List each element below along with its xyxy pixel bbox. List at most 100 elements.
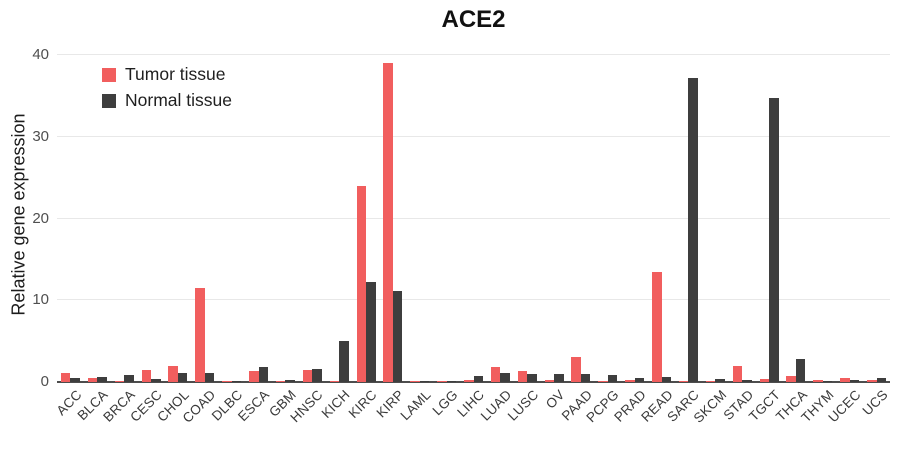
bar-group-stad [732,366,752,382]
bar-group-kich [329,341,349,382]
bar-coad-normal [204,373,215,382]
gridline-20 [57,217,890,219]
bar-group-lusc [517,371,537,382]
bar-laml-tumor [410,381,420,382]
bar-dlbc-normal [231,381,242,382]
bar-thym-normal [822,381,833,382]
legend: Tumor tissue Normal tissue [102,64,232,111]
bar-stad-tumor [732,366,743,382]
bar-group-ov [544,373,564,382]
bar-ov-tumor [544,379,555,382]
bar-prad-tumor [625,379,635,382]
bar-acc-tumor [60,373,71,382]
bar-group-hnsc [302,368,322,382]
gridline-10 [57,299,890,301]
bar-lihc-tumor [464,379,474,382]
bar-chol-normal [177,373,188,382]
normal-swatch-icon [102,93,116,108]
bar-kirp-tumor [383,63,393,382]
legend-item-normal: Normal tissue [102,90,232,111]
bar-kich-normal [339,341,349,382]
plot-area: Tumor tissue Normal tissue 0 10 20 30 40 [32,46,890,390]
bar-cesc-tumor [141,369,152,382]
bar-group-chol [168,365,188,382]
bar-paad-normal [580,374,591,382]
bar-group-ucs [867,378,887,382]
bar-hnsc-normal [312,368,322,382]
bar-ucec-normal [849,379,860,382]
bar-thca-normal [795,359,806,382]
bar-group-read [652,272,672,382]
y-tick-10: 10 [32,291,49,309]
y-tick-20: 20 [32,209,49,227]
bar-group-thym [813,379,833,382]
bar-group-blca [87,376,107,382]
bar-luad-normal [500,373,510,382]
bar-luad-tumor [490,367,501,382]
bar-group-prad [625,378,645,382]
bar-brca-tumor [114,380,125,382]
bar-read-tumor [652,272,662,382]
gridline-30 [57,135,890,137]
bar-skcm-tumor [705,380,716,382]
bar-pcpg-tumor [598,381,608,382]
bar-dlbc-tumor [222,380,232,382]
bar-group-kirp [383,63,403,382]
bar-ucec-tumor [840,377,850,382]
bar-group-acc [60,373,80,382]
gridline-40 [57,54,890,55]
bar-group-pcpg [598,375,618,382]
bar-tgct-tumor [759,378,770,382]
bar-kirc-normal [366,282,376,382]
bar-paad-tumor [571,356,581,382]
bar-acc-normal [70,377,80,382]
bar-thym-tumor [813,379,823,382]
bar-group-paad [571,356,591,382]
x-axis-labels: ACC BLCA BRCA CESC CHOL COAD DLBC ESCA GBM HNSC KI… [53,387,891,426]
bar-prad-normal [634,378,645,382]
legend-label-normal: Normal tissue [125,90,232,110]
bar-stad-normal [742,379,752,382]
bar-lusc-normal [527,373,537,382]
bar-blca-normal [97,376,107,382]
bar-chol-tumor [168,365,178,382]
bar-gbm-tumor [275,381,286,382]
bar-gbm-normal [285,379,295,382]
bar-group-lihc [464,375,483,382]
tumor-swatch-icon [102,67,116,82]
bar-ov-normal [554,373,564,382]
bar-thca-tumor [786,375,796,382]
bar-group-ucec [840,377,860,382]
bar-ucs-normal [876,378,887,382]
bar-group-coad [195,288,215,382]
bar-group-tgct [759,98,779,382]
bar-group-lgg [437,381,457,382]
bar-read-normal [661,376,672,382]
bar-group-brca [114,375,134,382]
bar-laml-normal [419,381,430,382]
bar-esca-normal [258,367,269,382]
bar-kich-tumor [329,380,340,382]
bar-kirc-tumor [356,185,367,382]
bar-group-cesc [141,369,161,382]
bar-group-luad [490,367,510,382]
bar-tgct-normal [769,98,779,382]
bar-kirp-normal [392,291,403,382]
bar-group-thca [786,359,806,382]
bar-ucs-tumor [867,380,877,382]
bar-sarc-tumor [678,381,689,382]
bar-coad-tumor [195,288,205,382]
bar-pcpg-normal [607,375,618,382]
bar-esca-tumor [249,370,259,382]
x-axis-line [57,381,890,383]
bar-group-sarc [678,77,698,382]
bar-lusc-tumor [517,371,528,382]
y-tick-0: 0 [40,373,49,390]
y-tick-30: 30 [32,127,49,145]
bar-blca-tumor [87,377,98,382]
legend-label-tumor: Tumor tissue [125,64,226,84]
bar-cesc-normal [151,378,161,382]
bar-group-kirc [356,185,376,382]
bar-lgg-normal [446,381,457,382]
